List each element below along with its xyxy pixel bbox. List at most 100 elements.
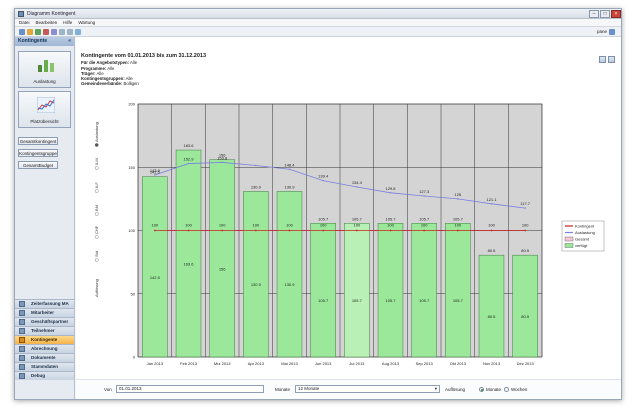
filter-value: Alle bbox=[130, 60, 138, 66]
menu-wartung[interactable]: Wartung bbox=[78, 20, 96, 25]
filter-label: Kontingentsgruppen: bbox=[81, 76, 125, 82]
quota-icon bbox=[19, 337, 25, 343]
von-date-value: 01.01.2013 bbox=[119, 386, 142, 391]
auslastung-point bbox=[490, 203, 493, 205]
export-icon[interactable] bbox=[599, 56, 606, 63]
bar-value-label: 80.5 bbox=[488, 314, 497, 319]
bug-icon bbox=[19, 373, 25, 379]
resolution-option-radio[interactable] bbox=[94, 143, 99, 147]
x-tick-label: Jun 2013 bbox=[315, 361, 332, 366]
nav-item-debug[interactable]: Debug bbox=[15, 371, 74, 380]
bar bbox=[175, 149, 202, 358]
filter-value: Alle bbox=[96, 70, 104, 76]
bar-value-label: 80.5 bbox=[521, 314, 530, 319]
resolution-option-radio[interactable] bbox=[94, 189, 99, 193]
kontingent-point bbox=[389, 229, 392, 232]
radio-monate[interactable] bbox=[479, 387, 484, 392]
resolution-option-label: BM bbox=[94, 205, 99, 211]
invoice-icon bbox=[19, 346, 25, 352]
help-icon[interactable] bbox=[609, 28, 615, 35]
auslastung-value-label: 129.8 bbox=[385, 186, 396, 191]
report-header: Kontingente vom 01.01.2013 bis zum 31.12… bbox=[81, 53, 206, 87]
print-chart-icon[interactable] bbox=[608, 56, 615, 63]
auslastung-button[interactable]: Auslastung bbox=[18, 51, 71, 88]
resolution-axis-title: Auflösung bbox=[94, 279, 99, 297]
platzuebersicht-button[interactable]: Platzübersicht bbox=[18, 91, 71, 128]
chart-line-icon bbox=[37, 97, 55, 113]
refresh-icon[interactable] bbox=[75, 28, 81, 35]
kontingentsgruppe-button[interactable]: Kontingentsgruppe bbox=[18, 149, 58, 157]
maximize-button[interactable]: □ bbox=[600, 9, 610, 18]
monate-label: Monate bbox=[275, 387, 291, 392]
auslastung-point bbox=[389, 192, 392, 194]
nav-item-zeiterfassung[interactable]: Zeiterfassung MA bbox=[15, 299, 74, 308]
menu-bearbeiten[interactable]: Bearbeiten bbox=[35, 20, 58, 25]
nav-item-geschaeftspartner[interactable]: Geschäftspartner bbox=[15, 317, 74, 326]
y-tick-label: 100 bbox=[128, 228, 135, 233]
forward-icon[interactable] bbox=[67, 28, 73, 35]
auslastung-point bbox=[154, 174, 156, 176]
back-icon[interactable] bbox=[59, 28, 65, 35]
kontingent-value-label: 100 bbox=[353, 223, 360, 228]
bar-top-label: 130.9 bbox=[284, 184, 295, 189]
gesamtbudget-button[interactable]: GesamtBudget bbox=[18, 161, 58, 169]
open-icon[interactable] bbox=[27, 28, 33, 35]
legend-label: Auslastung bbox=[575, 230, 595, 235]
resolution-option-radio[interactable] bbox=[94, 258, 99, 262]
auslastung-value-label: 152.9 bbox=[183, 157, 194, 162]
auslastung-point bbox=[356, 186, 358, 188]
kontingent-value-label: 100 bbox=[522, 223, 529, 228]
kontingent-value-label: 100 bbox=[151, 223, 158, 228]
resolution-option-label: ILM bbox=[94, 158, 99, 165]
y-tick-label: 0 bbox=[133, 355, 136, 360]
bar-top-label: 105.7 bbox=[352, 216, 363, 221]
bar-value-label: 130.9 bbox=[284, 282, 295, 287]
close-button[interactable]: × bbox=[611, 9, 621, 18]
nav-item-dokumente[interactable]: Dokumente bbox=[15, 353, 74, 362]
bar-top-label: 156 bbox=[219, 153, 226, 158]
save-icon[interactable] bbox=[35, 28, 41, 35]
filter-gemeindeverbaende: Gemeindeverbände: Bolligen bbox=[81, 81, 206, 86]
print-icon[interactable] bbox=[51, 28, 57, 35]
x-tick-label: Nov 2013 bbox=[483, 361, 501, 366]
nav-item-teilnehmer[interactable]: Teilnehmer bbox=[15, 326, 74, 335]
bar bbox=[243, 191, 269, 358]
bar-top-label: 105.7 bbox=[318, 216, 329, 221]
new-icon[interactable] bbox=[19, 28, 25, 35]
chevron-icon[interactable]: « bbox=[68, 38, 71, 44]
auslastung-point bbox=[457, 198, 459, 200]
auslastung-value-label: 134.4 bbox=[352, 180, 363, 185]
resolution-option-radio[interactable] bbox=[94, 212, 99, 216]
bar-top-label: 80.5 bbox=[488, 248, 497, 253]
auslastung-point bbox=[255, 164, 257, 167]
delete-icon[interactable] bbox=[43, 28, 49, 35]
gesamtkontingent-button[interactable]: Gesamtkontingent bbox=[18, 137, 58, 145]
x-tick-label: Dez 2013 bbox=[517, 361, 535, 366]
menu-hilfe[interactable]: Hilfe bbox=[63, 20, 73, 25]
bar-value-label: 105.7 bbox=[318, 298, 329, 303]
bar bbox=[512, 254, 538, 358]
filter-label: Für die Angebotstypen: bbox=[81, 60, 130, 66]
x-tick-label: Aug 2013 bbox=[382, 361, 400, 366]
kontingent-chart: 0 50 100 150 200 142.5 142.5 163.6 163.6 156 156 13… bbox=[94, 102, 605, 366]
nav-item-stammdaten[interactable]: Stammdaten bbox=[15, 362, 74, 371]
bar-value-label: 142.5 bbox=[150, 275, 161, 280]
menu-datei[interactable]: Datei bbox=[19, 20, 30, 25]
bar-value-label: 105.7 bbox=[352, 298, 363, 303]
radio-wochen[interactable] bbox=[504, 387, 509, 392]
kontingent-value-label: 100 bbox=[286, 223, 293, 228]
nav-item-mitarbeiter[interactable]: Mitarbeiter bbox=[15, 308, 74, 317]
filter-label: Programme: bbox=[81, 65, 107, 71]
nav-item-abrechnung[interactable]: Abrechnung bbox=[15, 344, 74, 353]
kontingent-value-label: 100 bbox=[185, 223, 192, 228]
nav-item-kontingente[interactable]: Kontingente bbox=[15, 335, 74, 344]
monate-select[interactable]: 12 Monate ▾ bbox=[295, 385, 440, 393]
resolution-option-radio[interactable] bbox=[94, 166, 99, 170]
auslastung-value-label: 139.4 bbox=[318, 174, 329, 179]
kontingent-value-label: 100 bbox=[421, 223, 428, 228]
resolution-option-radio[interactable] bbox=[94, 235, 99, 239]
von-date-input[interactable]: 01.01.2013 bbox=[116, 385, 264, 393]
minimize-button[interactable]: – bbox=[589, 9, 599, 18]
bar bbox=[310, 223, 336, 358]
auslastung-value-label: 143.9 bbox=[150, 168, 161, 173]
